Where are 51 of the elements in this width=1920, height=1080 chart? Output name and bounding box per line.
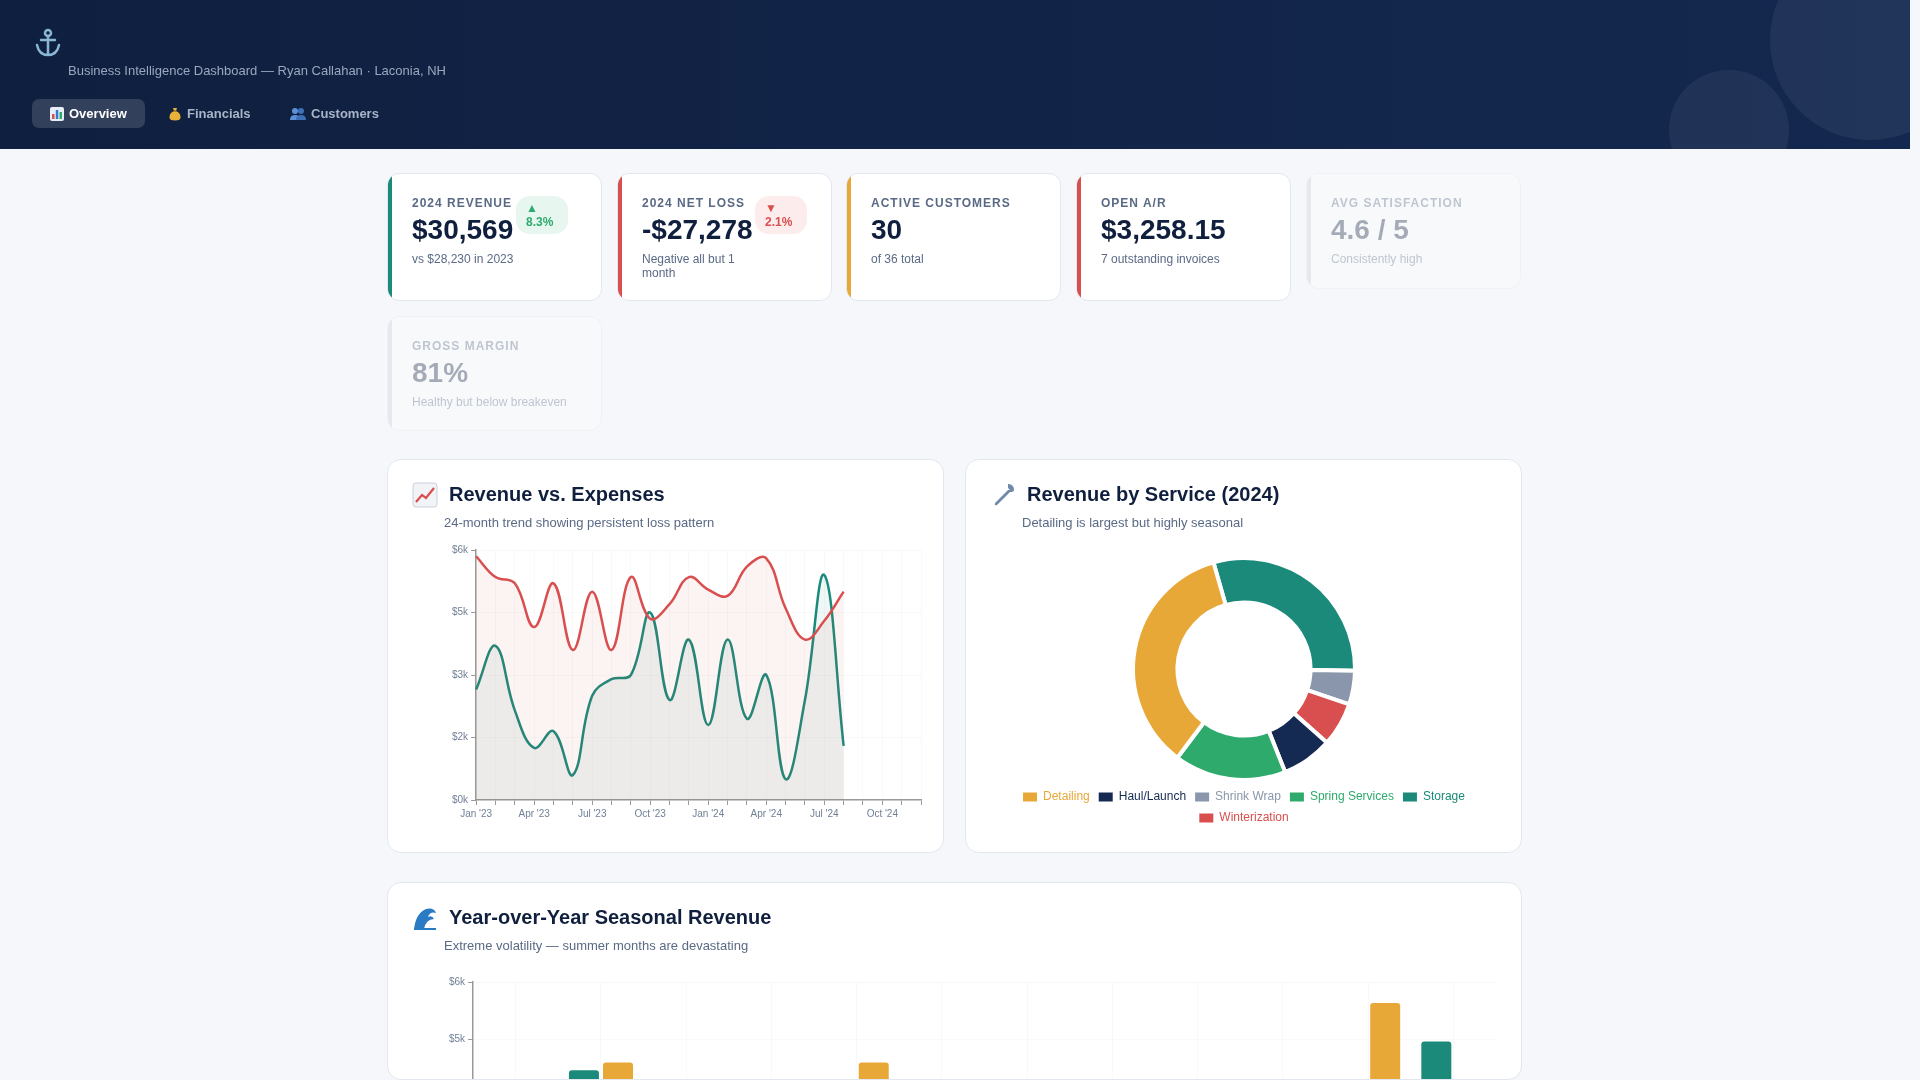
y-tick-label: $6k bbox=[452, 543, 470, 555]
text: Negative all but 1 month bbox=[642, 252, 736, 280]
legend-label: Storage bbox=[1422, 789, 1466, 804]
legend-label: Spring Services bbox=[1309, 789, 1394, 804]
chart-title: Revenue by Service (2024) bbox=[1027, 483, 1280, 506]
text: 2024 REVENUE bbox=[412, 196, 513, 210]
x-tick-label: Oct '24 bbox=[866, 807, 899, 819]
text: 81% bbox=[412, 357, 470, 389]
text: 7 outstanding invoices bbox=[1101, 252, 1221, 266]
chart-subtitle: Detailing is largest but highly seasonal bbox=[1022, 515, 1244, 530]
y-tick-label: $2k bbox=[452, 731, 470, 743]
text: of 36 total bbox=[871, 252, 925, 266]
legend-label: Winterization bbox=[1219, 810, 1289, 825]
text: Healthy but below breakeven bbox=[412, 395, 568, 409]
text: Financials bbox=[187, 105, 251, 123]
text: -$27,278 bbox=[642, 214, 753, 245]
text: $3,258.15 bbox=[1101, 214, 1227, 246]
text: 4.6 / 5 bbox=[1331, 214, 1410, 246]
text: Overview bbox=[69, 105, 127, 123]
text: ▲ 8.3% bbox=[516, 196, 568, 234]
y-tick-label: $5k bbox=[449, 1033, 467, 1045]
chart-subtitle: 24-month trend showing persistent loss pattern bbox=[444, 515, 715, 530]
y-tick-label: $5k bbox=[452, 606, 470, 618]
legend-label: Haul/Launch bbox=[1118, 789, 1187, 804]
x-tick-label: Apr '23 bbox=[518, 807, 551, 819]
text: OPEN A/R bbox=[1101, 196, 1168, 210]
legend-label: Shrink Wrap bbox=[1215, 789, 1282, 804]
text: Consistently high bbox=[1331, 252, 1424, 266]
x-tick-label: Jan '24 bbox=[692, 807, 725, 819]
text: ▼ 2.1% bbox=[755, 196, 807, 234]
text: AVG SATISFACTION bbox=[1331, 196, 1464, 210]
legend-label: Detailing bbox=[1043, 789, 1090, 804]
y-tick-label: $0k bbox=[452, 793, 470, 805]
y-tick-label: $6k bbox=[449, 975, 467, 987]
chart-subtitle: Extreme volatility — summer months are devastating bbox=[444, 938, 749, 953]
text: GROSS MARGIN bbox=[412, 339, 521, 353]
text: Customers bbox=[311, 105, 379, 123]
x-tick-label: Jul '24 bbox=[809, 807, 840, 819]
chart-title: Revenue vs. Expenses bbox=[449, 483, 665, 506]
text: 2024 NET LOSS bbox=[642, 196, 746, 210]
x-tick-label: Apr '24 bbox=[750, 807, 783, 819]
x-tick-label: Oct '23 bbox=[634, 807, 667, 819]
x-tick-label: Jan '23 bbox=[460, 807, 493, 819]
text: $30,569 bbox=[412, 214, 514, 245]
chart-title: Year-over-Year Seasonal Revenue bbox=[449, 906, 772, 929]
text: 30 bbox=[871, 214, 904, 246]
text: vs $28,230 in 2023 bbox=[412, 252, 515, 266]
text: ACTIVE CUSTOMERS bbox=[871, 196, 1012, 210]
text: Business Intelligence Dashboard — Ryan Callahan · Laconia, NH bbox=[68, 63, 446, 78]
y-tick-label: $3k bbox=[452, 668, 470, 680]
x-tick-label: Jul '23 bbox=[577, 807, 607, 819]
